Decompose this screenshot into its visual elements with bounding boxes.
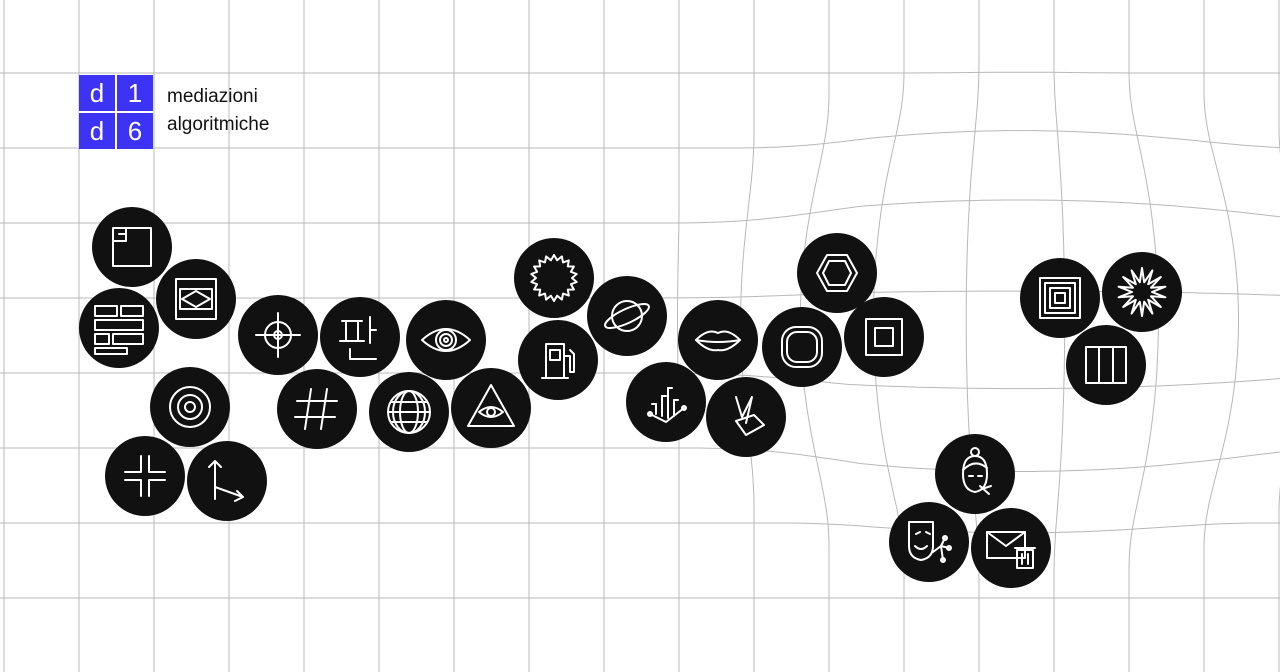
logo-tile: 6 <box>117 113 153 149</box>
logo-tile: d <box>79 75 115 111</box>
token-diamond-frame[interactable] <box>156 259 236 339</box>
token-brick-wall[interactable] <box>79 288 159 368</box>
token-lips[interactable] <box>678 300 758 380</box>
mask-network-icon <box>908 521 952 563</box>
logo-tile: d <box>79 113 115 149</box>
token-fuel-pump[interactable] <box>518 320 598 400</box>
logo-tiles: d 1 d 6 <box>79 75 153 149</box>
token-starburst[interactable] <box>514 238 594 318</box>
site-title: mediazioni algoritmiche <box>167 83 269 139</box>
token-hand-gesture[interactable] <box>706 377 786 457</box>
network-chart-icon <box>647 387 687 423</box>
brackets-split-icon <box>124 455 166 497</box>
token-nested-squares[interactable] <box>1020 258 1100 338</box>
token-face-headphones[interactable] <box>935 434 1015 514</box>
planet-icon <box>604 300 650 332</box>
token-network-chart[interactable] <box>626 362 706 442</box>
three-bars-icon <box>1085 346 1127 384</box>
hexagon-icon <box>816 254 858 292</box>
hangul-glyph-icon <box>339 316 377 360</box>
rounded-square-icon <box>781 326 823 368</box>
token-concentric-circles[interactable] <box>150 367 230 447</box>
site-title-line: algoritmiche <box>167 114 270 135</box>
nested-squares-icon <box>1039 277 1081 319</box>
token-eye[interactable] <box>406 300 486 380</box>
concentric-circles-icon <box>169 386 211 428</box>
fuel-pump-icon <box>541 343 575 379</box>
token-mail-trash[interactable] <box>971 508 1051 588</box>
token-eye-pyramid[interactable] <box>451 368 531 448</box>
token-hangul-glyph[interactable] <box>320 297 400 377</box>
hash-icon <box>294 388 338 430</box>
token-explosion[interactable] <box>1102 252 1182 332</box>
token-planet[interactable] <box>587 276 667 356</box>
explosion-icon <box>1117 267 1167 317</box>
eye-icon <box>421 328 471 352</box>
token-corner-square[interactable] <box>92 207 172 287</box>
globe-icon <box>387 390 431 434</box>
token-rounded-square[interactable] <box>762 307 842 387</box>
diamond-frame-icon <box>175 278 217 320</box>
crosshair-icon <box>255 312 301 358</box>
square-frame-icon <box>865 318 903 356</box>
corner-square-icon <box>112 227 152 267</box>
eye-pyramid-icon <box>467 384 515 427</box>
token-three-bars[interactable] <box>1066 325 1146 405</box>
logo-tile: 1 <box>117 75 153 111</box>
token-globe[interactable] <box>369 372 449 452</box>
token-square-frame[interactable] <box>844 297 924 377</box>
site-title-line: mediazioni <box>167 86 258 107</box>
starburst-icon <box>530 254 578 302</box>
brick-wall-icon <box>94 305 144 355</box>
token-hash[interactable] <box>277 369 357 449</box>
token-axis-arrows[interactable] <box>187 441 267 521</box>
token-crosshair[interactable] <box>238 295 318 375</box>
brand-logo[interactable]: d 1 d 6 mediazioni algoritmiche <box>79 75 269 149</box>
hand-gesture-icon <box>735 396 765 436</box>
mail-trash-icon <box>986 531 1036 569</box>
token-mask-network[interactable] <box>889 502 969 582</box>
lips-icon <box>695 330 741 352</box>
face-headphones-icon <box>962 447 992 495</box>
token-hexagon[interactable] <box>797 233 877 313</box>
axis-arrows-icon <box>208 460 244 502</box>
token-brackets-split[interactable] <box>105 436 185 516</box>
